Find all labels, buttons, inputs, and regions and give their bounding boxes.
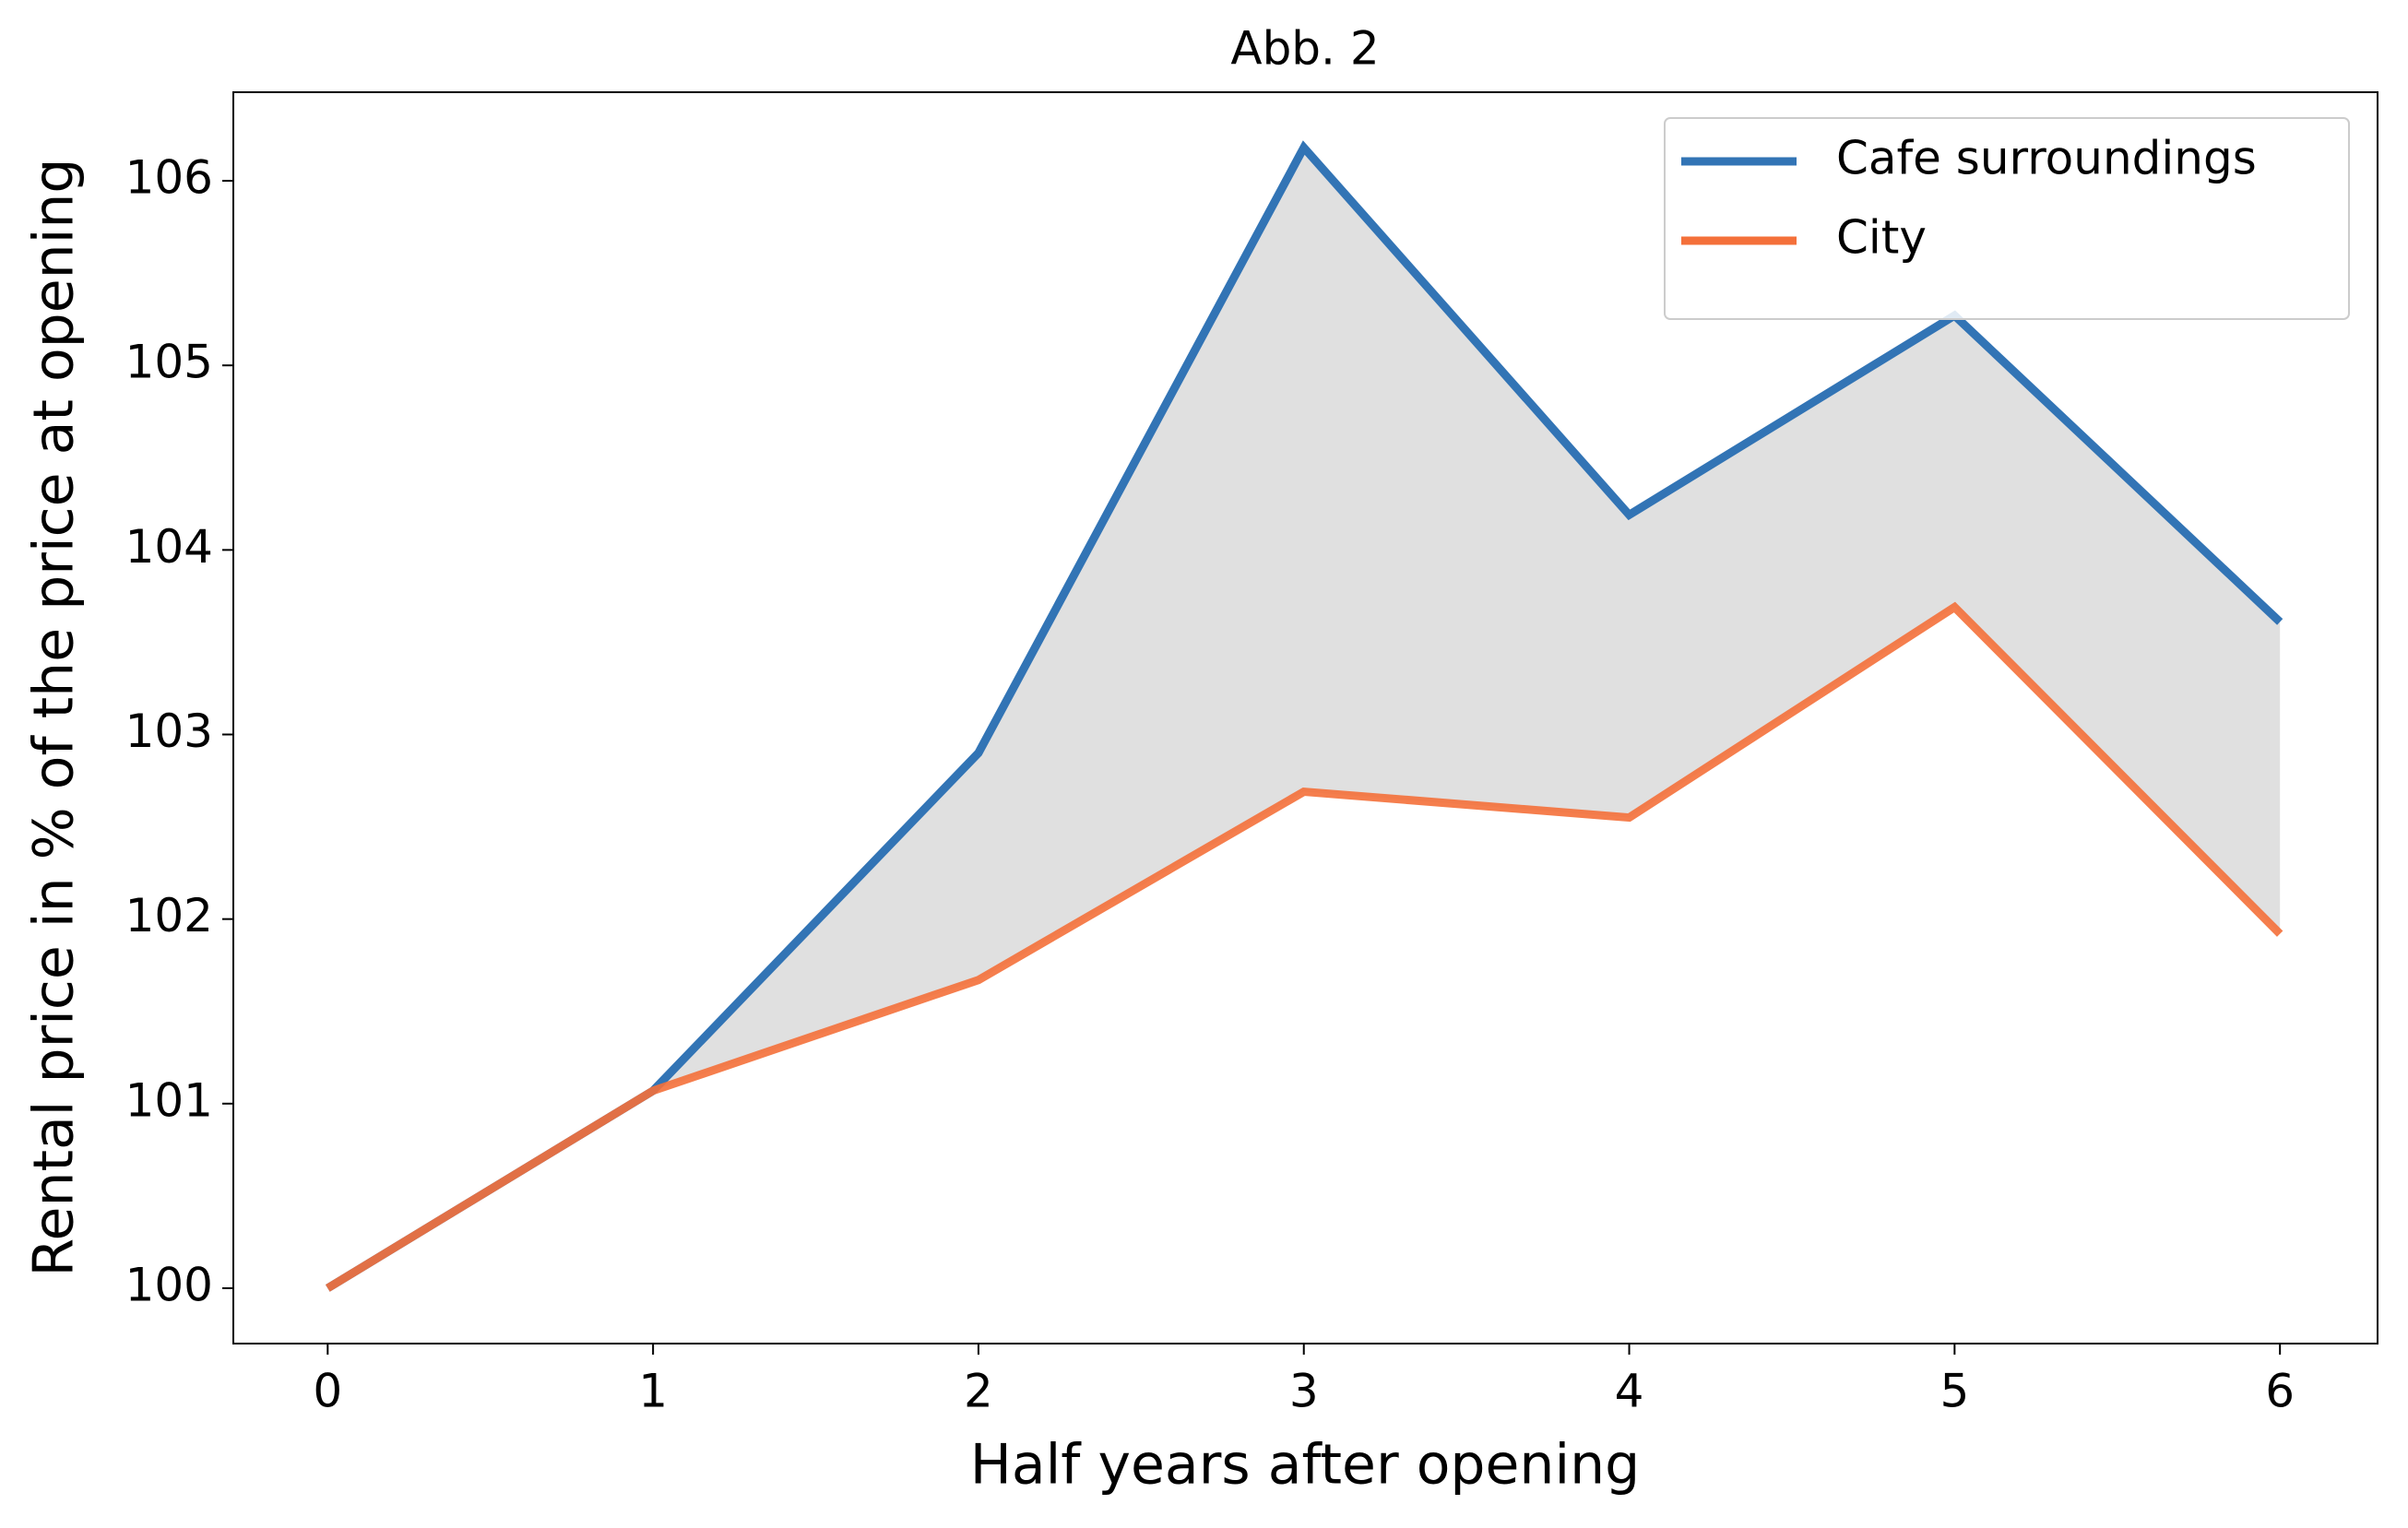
- y-tick-label: 105: [125, 336, 213, 389]
- y-tick-label: 104: [125, 520, 213, 574]
- y-tick-label: 101: [125, 1073, 213, 1127]
- legend-box: [1664, 117, 2350, 320]
- legend-label: City: [1836, 211, 1927, 265]
- y-tick-label: 103: [125, 705, 213, 758]
- chart-title: Abb. 2: [1230, 22, 1379, 76]
- legend-label: Cafe surroundings: [1836, 132, 2257, 185]
- x-tick-label: 6: [2265, 1365, 2295, 1418]
- fill-between: [327, 148, 2281, 1288]
- y-tick-label: 100: [125, 1258, 213, 1311]
- line-series: [325, 601, 2283, 1292]
- axes-frame: [232, 91, 2378, 1344]
- x-tick-label: 3: [1289, 1365, 1319, 1418]
- y-tick-label: 106: [125, 151, 213, 205]
- y-tick-label: 102: [125, 889, 213, 942]
- x-tick-label: 1: [638, 1365, 668, 1418]
- x-axis-label: Half years after opening: [970, 1433, 1640, 1498]
- x-tick-label: 2: [964, 1365, 993, 1418]
- y-axis-label: Rental price in % of the price at openin…: [22, 159, 87, 1277]
- x-tick-label: 4: [1615, 1365, 1644, 1418]
- x-tick-label: 5: [1939, 1365, 1969, 1418]
- x-tick-label: 0: [313, 1365, 342, 1418]
